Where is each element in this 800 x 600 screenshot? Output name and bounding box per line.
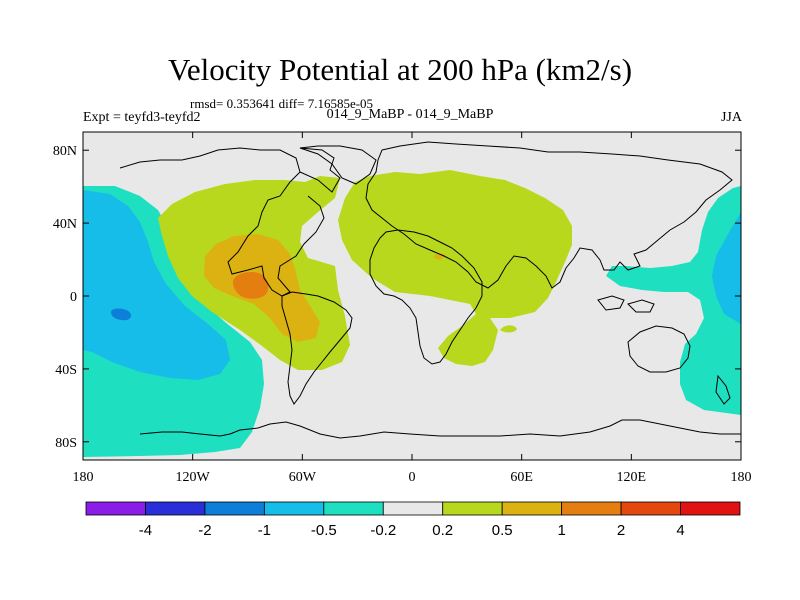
contour-pacific-neg-1 bbox=[110, 308, 132, 321]
colorbar-label: -2 bbox=[198, 522, 211, 539]
coastline-south-america bbox=[281, 291, 353, 405]
colorbar-label: 1 bbox=[557, 522, 565, 539]
x-tick-label: 0 bbox=[409, 470, 416, 485]
coastline-eurasia bbox=[365, 141, 733, 289]
coastline-indonesia bbox=[597, 295, 655, 313]
colorbar-label: -4 bbox=[139, 522, 152, 539]
colorbar-label: 2 bbox=[617, 522, 625, 539]
stats-text: rmsd= 0.353641 diff= 7.16585e-05 bbox=[190, 96, 374, 111]
colorbar: -4 -2 -1 -0.5 -0.2 0.2 0.5 1 2 4 bbox=[85, 501, 741, 539]
colorbar-swatch bbox=[323, 501, 384, 516]
map-plot-area bbox=[83, 132, 741, 460]
colorbar-swatch bbox=[145, 501, 206, 516]
coastlines bbox=[119, 141, 741, 439]
colorbar-label: -0.2 bbox=[370, 522, 396, 539]
case-label: 014_9_MaBP - 014_9_MaBP bbox=[326, 107, 494, 122]
coastline-new-zealand bbox=[715, 374, 731, 405]
contour-asia-small-pos-02 bbox=[500, 325, 517, 333]
coastline-australia bbox=[627, 325, 691, 373]
colorbar-swatch bbox=[263, 501, 325, 516]
y-tick-label: 0 bbox=[70, 290, 77, 305]
colorbar-swatch bbox=[501, 501, 563, 516]
y-tick-label: 40S bbox=[55, 363, 77, 378]
contour-wpacific-neg-02 bbox=[606, 186, 741, 415]
colorbar-swatch bbox=[204, 501, 265, 516]
contour-wpacific-neg-05 bbox=[712, 212, 741, 324]
colorbar-label: 0.2 bbox=[432, 522, 453, 539]
x-tick-label: 180 bbox=[731, 470, 752, 485]
colorbar-swatch bbox=[680, 501, 741, 516]
colorbar-label: -0.5 bbox=[311, 522, 337, 539]
colorbar-label: 4 bbox=[676, 522, 684, 539]
x-tick-label: 180 bbox=[73, 470, 94, 485]
colorbar-swatch bbox=[85, 501, 146, 516]
season-label: JJA bbox=[720, 110, 742, 125]
colorbar-swatch bbox=[382, 501, 444, 516]
coastline-africa bbox=[369, 229, 483, 365]
x-tick-label: 120E bbox=[617, 470, 647, 485]
x-tick-label: 60W bbox=[289, 470, 317, 485]
y-tick-label: 40N bbox=[53, 217, 77, 232]
plot-title: Velocity Potential at 200 hPa (km2/s) bbox=[167, 52, 633, 87]
x-axis: 180 120W 60W 0 60E 120E 180 bbox=[73, 132, 752, 485]
y-tick-label: 80S bbox=[55, 436, 77, 451]
contour-asia-pos-02 bbox=[338, 170, 572, 366]
coastline-north-america bbox=[119, 147, 341, 297]
x-tick-label: 60E bbox=[510, 470, 533, 485]
y-tick-label: 80N bbox=[53, 144, 77, 159]
coastline-greenland bbox=[299, 145, 377, 185]
contour-pacific-neg-05 bbox=[83, 190, 230, 380]
experiment-label: Expt = teyfd3-teyfd2 bbox=[83, 110, 201, 125]
colorbar-label: -1 bbox=[258, 522, 271, 539]
colorbar-label: 0.5 bbox=[492, 522, 513, 539]
colorbar-swatch bbox=[442, 501, 503, 516]
colorbar-swatch bbox=[561, 501, 622, 516]
y-axis: 80N 40N 0 40S 80S bbox=[53, 144, 741, 451]
contour-americas-pos-1 bbox=[232, 272, 269, 299]
colorbar-swatch bbox=[620, 501, 681, 516]
coastline-antarctica bbox=[139, 419, 741, 439]
x-tick-label: 120W bbox=[176, 470, 211, 485]
